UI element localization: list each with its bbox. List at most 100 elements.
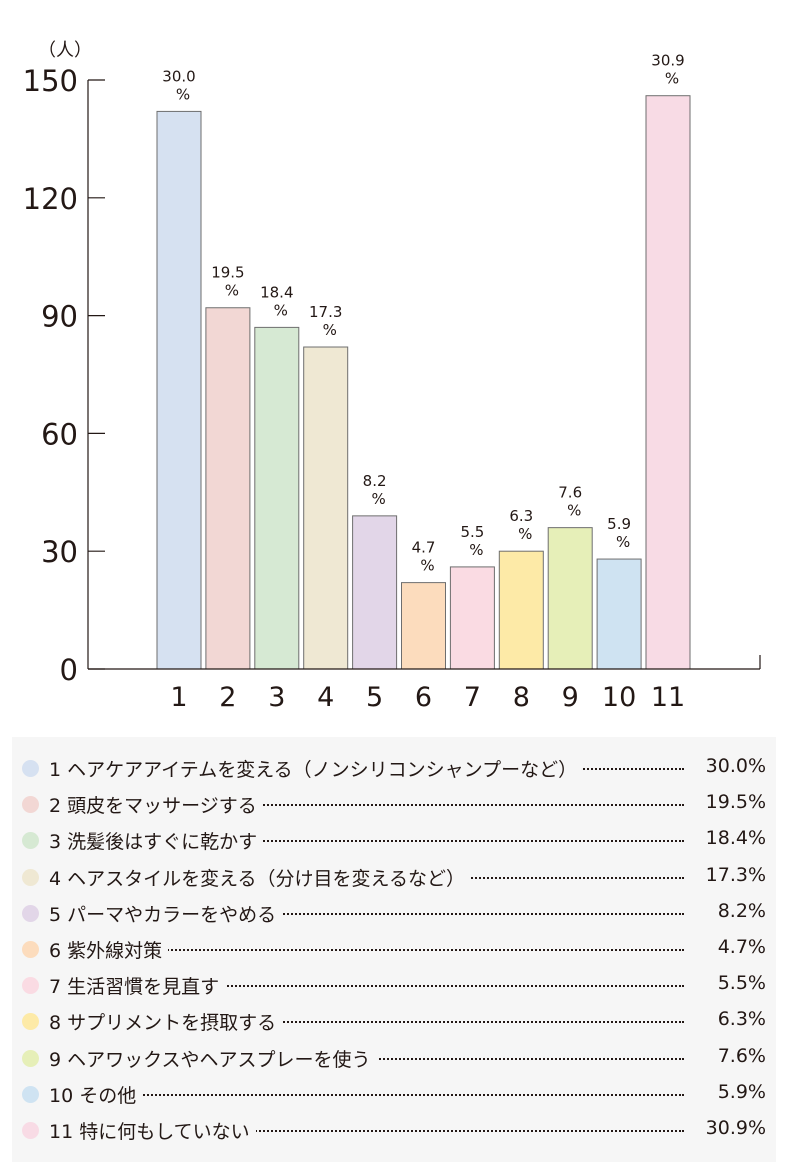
- x-tick-label: 10: [602, 682, 636, 713]
- bar-1: [156, 110, 202, 670]
- bar-value-label: 5.5: [460, 523, 484, 541]
- bar-percent-sign: %: [323, 321, 337, 339]
- legend-percent: 7.6%: [711, 1044, 766, 1067]
- legend-item: 9 ヘアワックスやヘアスプレーを使う 7.6%: [12, 1040, 776, 1076]
- legend-swatch: [22, 1122, 39, 1139]
- bar-11: [645, 95, 691, 670]
- legend-percent: 30.9%: [699, 1117, 766, 1139]
- legend-label: 4 ヘアスタイルを変える（分け目を変えるなど）: [49, 863, 471, 891]
- leader-dots: [72, 1021, 684, 1024]
- bar-value-label: 30.9: [651, 52, 684, 70]
- bar-percent-sign: %: [469, 541, 483, 559]
- legend-item: 2 頭皮をマッサージする 19.5%: [12, 786, 776, 822]
- y-unit-label: （人）: [38, 40, 92, 61]
- legend-percent: 30.0%: [699, 755, 766, 777]
- legend-percent: 6.3%: [711, 1008, 766, 1031]
- legend-percent: 17.3%: [699, 863, 766, 886]
- legend-swatch: [22, 832, 39, 850]
- leader-dots: [72, 804, 684, 807]
- legend-item: 7 生活習慣を見直す 5.5%: [12, 967, 776, 1003]
- legend-swatch: [22, 796, 39, 814]
- bar-8: [498, 550, 544, 670]
- legend-item: 1 ヘアケアアイテムを変える（ノンシリコンシャンプーなど） 30.0%: [12, 750, 776, 786]
- x-tick-label: 4: [317, 682, 334, 713]
- leader-dots: [72, 912, 684, 915]
- bar-value-label: 8.2: [363, 472, 387, 490]
- legend-label: 8 サプリメントを摂取する: [49, 1008, 283, 1036]
- legend-item: 3 洗髪後はすぐに乾かす 18.4%: [12, 822, 776, 858]
- legend-swatch: [22, 1049, 39, 1067]
- legend-swatch: [22, 1085, 39, 1103]
- y-tick-label: 30: [41, 535, 78, 569]
- legend-item: 10 その他 5.9%: [12, 1076, 776, 1112]
- legend-percent: 4.7%: [711, 936, 766, 958]
- leader-dots: [72, 1130, 684, 1132]
- y-tick-label: 60: [41, 417, 78, 451]
- bar-value-label: 4.7: [412, 539, 436, 557]
- leader-dots: [72, 1057, 684, 1060]
- bar-percent-sign: %: [225, 282, 239, 300]
- x-tick-label: 11: [651, 682, 685, 713]
- legend-percent: 19.5%: [699, 791, 766, 814]
- bar-value-label: 17.3: [309, 303, 342, 321]
- legend-item: 6 紫外線対策 4.7%: [12, 931, 776, 967]
- leader-dots: [72, 840, 684, 843]
- bar-percent-sign: %: [567, 502, 581, 520]
- legend-label: 10 その他: [49, 1080, 143, 1108]
- x-tick-label: 6: [415, 682, 432, 713]
- legend-swatch: [22, 760, 39, 777]
- bar-value-label: 19.5: [211, 264, 244, 282]
- x-tick-label: 7: [464, 682, 481, 713]
- legend-swatch: [22, 868, 39, 886]
- legend-label: 2 頭皮をマッサージする: [49, 791, 263, 819]
- bar-percent-sign: %: [176, 85, 190, 103]
- y-tick-label: 150: [23, 64, 78, 98]
- bar-percent-sign: %: [616, 533, 630, 551]
- legend-percent: 18.4%: [699, 827, 766, 850]
- bar-percent-sign: %: [371, 490, 385, 508]
- bar-value-labels: 30.0%19.5% 18.4% 17.3%8.2%4.7%5.5%6.3%7.6%…: [162, 52, 684, 575]
- legend-label: 5 パーマやカラーをやめる: [49, 899, 283, 927]
- y-tick-label: 0: [60, 653, 78, 687]
- legend-item: 8 サプリメントを摂取する 6.3%: [12, 1003, 776, 1039]
- x-tick-label: 1: [170, 682, 187, 713]
- y-axis-ticks: 150 120 90 60 30 0: [23, 64, 105, 687]
- x-axis-ticks: 1 2 3 4 5 6 7 8 9 10 11: [170, 682, 685, 713]
- legend-label: 7 生活習慣を見直す: [49, 972, 226, 1000]
- x-tick-label: 9: [562, 682, 579, 713]
- leader-dots: [72, 985, 684, 988]
- bar-3: [254, 326, 300, 670]
- legend: 1 ヘアケアアイテムを変える（ノンシリコンシャンプーなど） 30.0% 2 頭皮をマ…: [12, 737, 776, 1162]
- bar-4: [303, 346, 349, 670]
- bar-2: [205, 307, 251, 670]
- bar-5: [352, 515, 398, 670]
- legend-percent: 5.5%: [711, 972, 766, 995]
- legend-swatch: [22, 904, 39, 922]
- x-tick-label: 2: [219, 682, 236, 713]
- y-tick-label: 120: [23, 182, 78, 216]
- bar-value-label: 6.3: [509, 507, 533, 525]
- bar-7: [449, 566, 495, 670]
- bar-6: [401, 582, 446, 670]
- bar-percent-sign: %: [274, 301, 288, 319]
- bar-value-label: 30.0: [162, 67, 195, 85]
- legend-label: 6 紫外線対策: [49, 936, 169, 963]
- legend-label: 11 特に何もしていない: [49, 1117, 256, 1144]
- bar-percent-sign: %: [665, 70, 679, 88]
- x-tick-label: 5: [366, 682, 383, 713]
- legend-item: 5 パーマやカラーをやめる 8.2%: [12, 895, 776, 931]
- legend-label: 9 ヘアワックスやヘアスプレーを使う: [49, 1044, 377, 1072]
- leader-dots: [72, 949, 684, 951]
- x-tick-label: 8: [513, 682, 530, 713]
- leader-dots: [72, 1093, 684, 1096]
- bar-9: [547, 527, 593, 670]
- legend-label: 1 ヘアケアアイテムを変える（ノンシリコンシャンプーなど）: [49, 755, 584, 782]
- legend-label: 3 洗髪後はすぐに乾かす: [49, 827, 264, 855]
- legend-swatch: [22, 941, 39, 958]
- legend-item: 4 ヘアスタイルを変える（分け目を変えるなど） 17.3%: [12, 859, 776, 895]
- x-tick-label: 3: [268, 682, 285, 713]
- legend-swatch: [22, 977, 39, 995]
- bar-percent-sign: %: [420, 557, 434, 575]
- bar-value-label: 18.4: [260, 283, 293, 301]
